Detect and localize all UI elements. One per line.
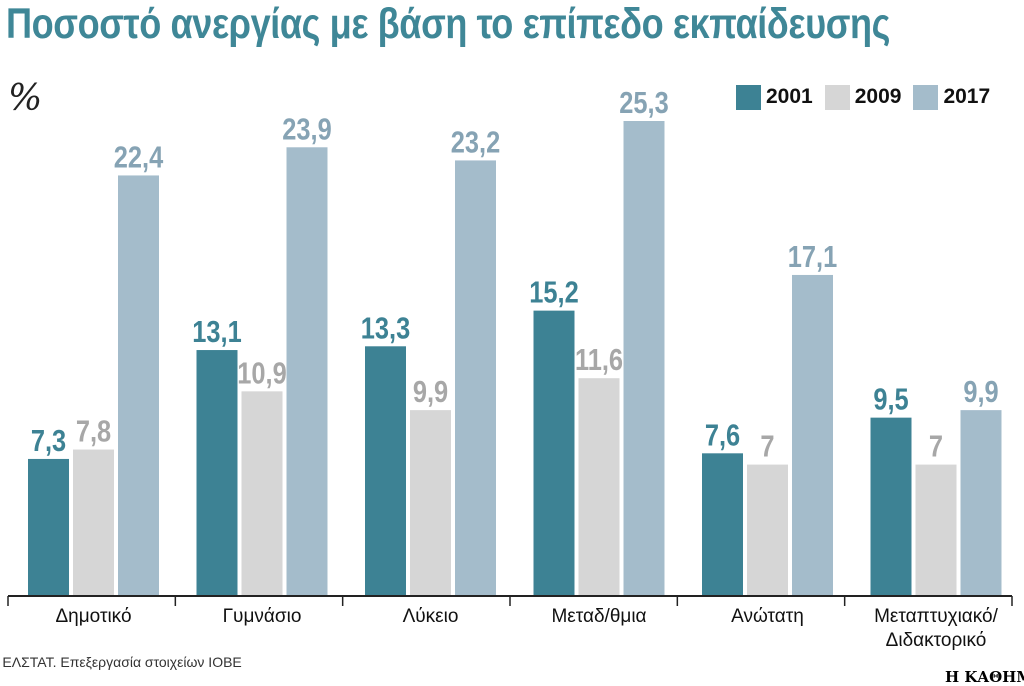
legend-swatch-2009 (824, 84, 850, 110)
data-label-2017-6: 9,9 (963, 375, 998, 410)
data-label-2001-2: 13,1 (192, 315, 241, 350)
data-label-2009-2: 10,9 (237, 356, 286, 391)
bar-2001-4 (533, 310, 575, 596)
bar-2017-1 (118, 175, 159, 596)
data-label-2001-4: 15,2 (529, 275, 578, 310)
x-tick-label-6-line-1: Μεταπτυχιακό/ (874, 606, 999, 627)
legend-label-2009: 2009 (854, 85, 902, 108)
data-label-2017-3: 23,2 (451, 125, 500, 160)
bar-2017-3 (455, 160, 496, 596)
legend-label-2017: 2017 (943, 85, 991, 108)
legend-label-2001: 2001 (766, 85, 813, 108)
data-label-2009-5: 7 (760, 429, 774, 464)
bar-2009-4 (578, 378, 620, 596)
bar-2017-2 (286, 147, 328, 596)
x-tick-label-6-line-2: Διδακτορικό (886, 630, 987, 651)
bar-2009-2 (241, 391, 283, 596)
x-tick-label-1: Δημοτικό (55, 606, 131, 627)
data-label-2017-2: 23,9 (282, 112, 331, 147)
data-label-2009-3: 9,9 (413, 375, 448, 410)
data-label-2009-1: 7,8 (76, 414, 111, 449)
data-label-2009-6: 7 (929, 429, 943, 464)
bar-2009-1 (73, 449, 114, 596)
x-tick-label-5: Ανώτατη (731, 606, 804, 627)
legend: 2001 2009 2017 (736, 82, 1002, 112)
publisher-brand: Η ΚΑΘΗΜΕ (945, 668, 1024, 686)
bar-2017-4 (623, 121, 665, 596)
data-label-2001-1: 7,3 (31, 424, 66, 459)
unit-label: % (8, 78, 43, 119)
data-label-2001-6: 9,5 (873, 382, 908, 417)
data-label-2001-3: 13,3 (361, 311, 410, 346)
data-label-2017-4: 25,3 (619, 86, 668, 121)
x-tick-label-3: Λύκειο (403, 606, 459, 627)
bar-2001-6 (870, 417, 912, 596)
bar-2017-5 (792, 274, 833, 596)
bar-2001-3 (365, 346, 406, 596)
source-note: Σ: ΕΛΣΤΑΤ. Επεξεργασία στοιχείων ΙΟΒΕ (0, 654, 242, 670)
x-tick-label-4: Μεταδ/θμια (551, 606, 646, 627)
bar-2001-5 (702, 453, 743, 596)
data-label-2017-1: 22,4 (114, 140, 164, 175)
legend-item-2009: 2009 (824, 84, 902, 110)
legend-item-2017: 2017 (913, 84, 991, 110)
bar-2009-6 (915, 464, 957, 596)
bar-2009-3 (410, 410, 451, 596)
x-tick-label-2: Γυμνάσιο (223, 606, 302, 627)
bar-2017-6 (960, 410, 1002, 596)
bar-2001-2 (196, 350, 238, 596)
data-label-2001-5: 7,6 (705, 418, 740, 453)
bar-2009-5 (747, 464, 788, 596)
legend-swatch-2017 (913, 84, 939, 110)
legend-item-2001: 2001 (736, 84, 813, 110)
chart-title: Ποσοστό ανεργίας με βάση το επίπεδο εκπα… (6, 0, 891, 48)
data-label-2009-4: 11,6 (575, 343, 623, 378)
bar-2001-1 (28, 458, 69, 596)
data-label-2017-5: 17,1 (788, 240, 837, 275)
legend-swatch-2001 (736, 84, 761, 110)
